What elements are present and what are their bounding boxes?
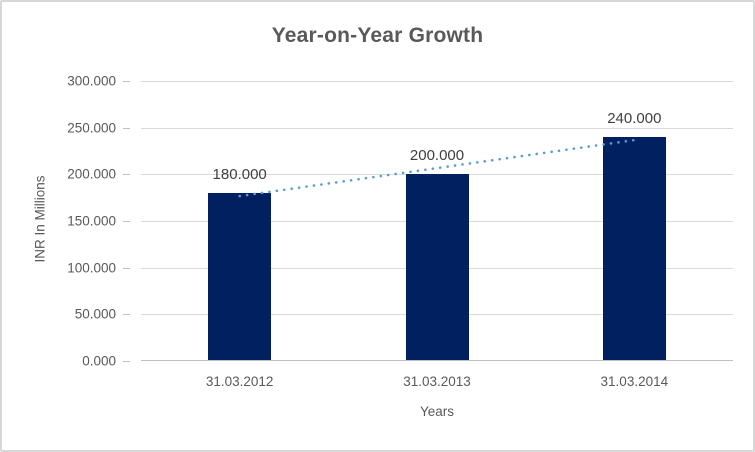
y-tick-label: 0.000: [82, 353, 116, 369]
y-tick-mark: [123, 81, 130, 82]
y-tick-mark: [123, 361, 130, 362]
x-axis-title: Years: [419, 404, 455, 419]
y-tick-label: 200.000: [67, 166, 116, 182]
trendline: [238, 138, 636, 198]
y-tick-label: 150.000: [67, 213, 116, 229]
y-tick-mark: [123, 314, 130, 316]
gridline: [141, 127, 733, 129]
x-tick-label: 31.03.2014: [600, 374, 669, 389]
gridline: [141, 81, 733, 82]
chart-title: Year-on-Year Growth: [271, 24, 484, 47]
plot-area: [141, 81, 733, 361]
bar-31.03.2014: [602, 137, 666, 361]
x-tick-label: 31.03.2013: [403, 374, 471, 389]
bar-value-label: 200.000: [409, 147, 465, 165]
bar-value-label: 180.000: [212, 166, 267, 183]
bar-31.03.2013: [405, 174, 469, 361]
bar-value-label: 240.000: [607, 110, 662, 127]
y-tick-label: 100.000: [67, 260, 116, 276]
y-tick-label: 300.000: [67, 73, 116, 89]
bar-31.03.2012: [208, 193, 272, 361]
trendline-path: [238, 138, 636, 198]
x-axis-line: [141, 360, 733, 361]
y-tick-mark: [123, 221, 130, 222]
x-tick-label: 31.03.2012: [205, 374, 274, 389]
y-tick-mark: [123, 127, 130, 129]
y-tick-label: 50.000: [74, 306, 116, 322]
y-tick-mark: [123, 174, 130, 176]
y-tick-label: 250.000: [67, 120, 116, 136]
y-tick-mark: [123, 267, 130, 269]
y-axis-title: INR In Millions: [32, 175, 48, 263]
